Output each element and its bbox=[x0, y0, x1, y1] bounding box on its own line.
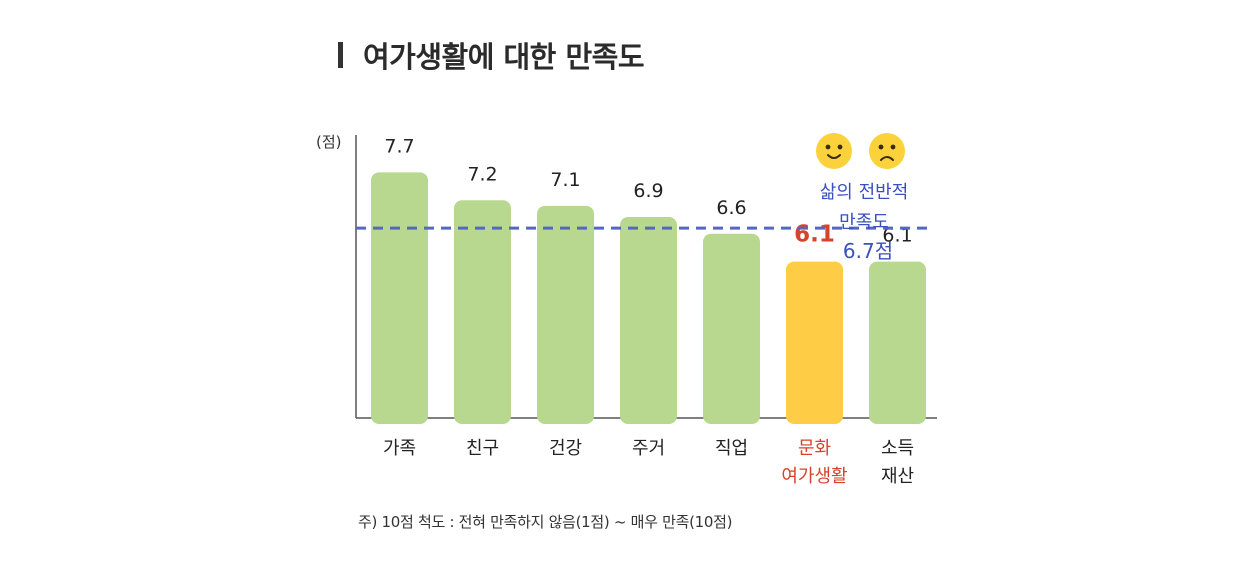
bar-7 bbox=[869, 261, 926, 424]
title-marker bbox=[338, 42, 343, 68]
footnote: 주) 10점 척도 : 전혀 만족하지 않음(1점) ~ 매우 만족(10점) bbox=[358, 513, 733, 531]
y-axis-unit-label: (점) bbox=[316, 133, 342, 151]
value-label-4: 6.9 bbox=[633, 180, 663, 202]
value-label-1: 7.7 bbox=[384, 135, 414, 157]
bar-2 bbox=[454, 200, 511, 424]
category-label-5: 직업 bbox=[715, 438, 748, 459]
value-label-2: 7.2 bbox=[467, 163, 497, 185]
category-label-2: 친구 bbox=[466, 438, 499, 459]
average-label: 삶의 전반적 만족도 6.7점 bbox=[820, 182, 909, 263]
bar-4 bbox=[620, 217, 677, 424]
chart-title: 여가생활에 대한 만족도 bbox=[363, 40, 645, 74]
value-label-6: 6.1 bbox=[794, 222, 835, 248]
category-label-6: 문화 여가생활 bbox=[781, 438, 847, 487]
smile-face-icon bbox=[816, 133, 852, 169]
value-label-3: 7.1 bbox=[550, 169, 580, 191]
value-label-5: 6.6 bbox=[716, 197, 746, 219]
category-label-7: 소득 재산 bbox=[881, 438, 914, 487]
chart-title-group: 여가생활에 대한 만족도 bbox=[338, 34, 645, 76]
bar-1 bbox=[371, 172, 428, 424]
category-label-3: 건강 bbox=[549, 438, 582, 459]
category-label-4: 주거 bbox=[632, 438, 665, 459]
bar-5 bbox=[703, 233, 760, 424]
bar-3 bbox=[537, 205, 594, 424]
bar-6 bbox=[786, 261, 843, 424]
value-label-7: 6.1 bbox=[882, 225, 912, 247]
frown-face-icon bbox=[869, 133, 905, 169]
category-label-1: 가족 bbox=[383, 438, 416, 459]
